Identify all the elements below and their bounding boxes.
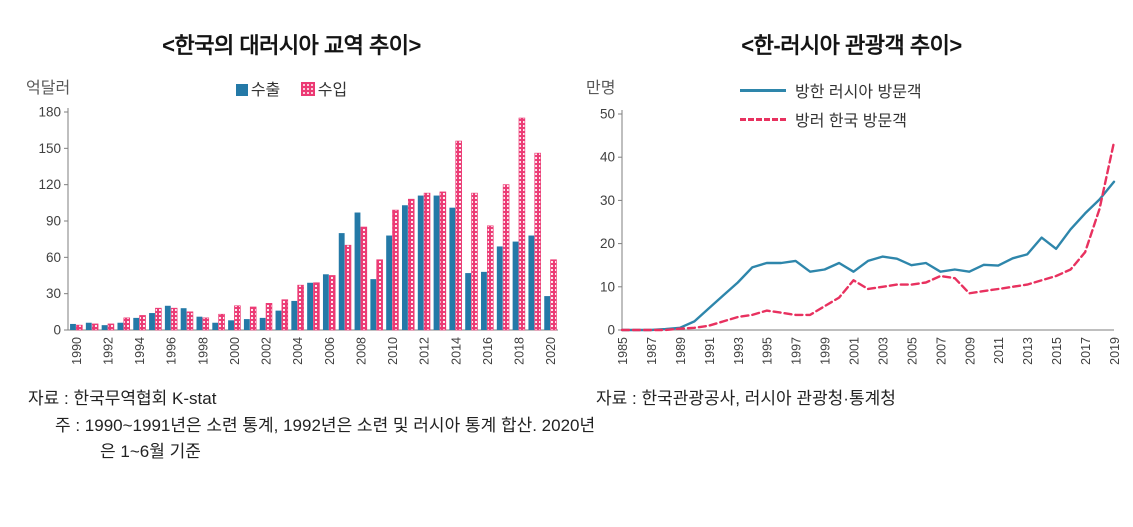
svg-text:2004: 2004 bbox=[291, 337, 305, 365]
svg-text:2010: 2010 bbox=[386, 337, 400, 365]
import-swatch-icon bbox=[300, 82, 315, 96]
svg-text:30: 30 bbox=[600, 193, 615, 208]
inbound-legend-label: 방한 러시아 방문객 bbox=[795, 84, 922, 101]
tourist-figure: <한-러시아 관광객 추이> 만명 방한 러시아 방문객 방러 한국 방문객 0… bbox=[578, 0, 1125, 409]
svg-text:1985: 1985 bbox=[616, 337, 630, 365]
svg-text:2016: 2016 bbox=[481, 337, 495, 365]
trade-bar-chart: 0 30 60 90 120 150 180 1990 1992 1994 1996 1998 2000… bbox=[38, 105, 558, 365]
svg-text:2005: 2005 bbox=[905, 337, 919, 365]
svg-text:2009: 2009 bbox=[963, 337, 977, 365]
svg-text:1994: 1994 bbox=[133, 337, 147, 365]
svg-text:40: 40 bbox=[600, 150, 615, 165]
svg-text:1989: 1989 bbox=[674, 337, 688, 365]
tourist-legend: 방한 러시아 방문객 방러 한국 방문객 bbox=[740, 78, 922, 136]
svg-text:2003: 2003 bbox=[876, 337, 890, 365]
trade-note-text: 주 : 1990~1991년은 소련 통계, 1992년은 소련 및 러시아 통… bbox=[55, 416, 596, 461]
svg-text:120: 120 bbox=[38, 177, 61, 192]
tourist-y-unit-label: 만명 bbox=[586, 80, 616, 97]
svg-text:2020: 2020 bbox=[544, 337, 558, 365]
svg-text:50: 50 bbox=[600, 107, 615, 122]
svg-text:1998: 1998 bbox=[196, 337, 210, 365]
svg-text:2008: 2008 bbox=[354, 337, 368, 365]
svg-text:180: 180 bbox=[38, 105, 61, 120]
legend-item-export: 수출 bbox=[235, 82, 285, 99]
svg-text:1987: 1987 bbox=[645, 337, 659, 365]
svg-text:90: 90 bbox=[46, 214, 61, 229]
outbound-legend-label: 방러 한국 방문객 bbox=[795, 113, 907, 130]
svg-text:30: 30 bbox=[46, 286, 61, 301]
svg-text:1992: 1992 bbox=[102, 337, 116, 365]
svg-text:10: 10 bbox=[600, 279, 615, 294]
svg-text:1995: 1995 bbox=[761, 337, 775, 365]
svg-text:150: 150 bbox=[38, 141, 61, 156]
tourist-chart-title: <한-러시아 관광객 추이> bbox=[741, 33, 962, 58]
trade-source-text: 자료 : 한국무역협회 K-stat bbox=[28, 389, 217, 408]
svg-text:2006: 2006 bbox=[323, 337, 337, 365]
tourist-chart-area: 만명 방한 러시아 방문객 방러 한국 방문객 0 10 20 30 40 50 1985 1… bbox=[578, 72, 1125, 378]
trade-chart-area: 억달러 수출 수입 0 30 60 90 120 150 180 1990 1992 1994 19… bbox=[18, 72, 565, 378]
svg-text:1990: 1990 bbox=[70, 337, 84, 365]
trade-legend: 수출 수입 bbox=[18, 76, 565, 100]
svg-text:1991: 1991 bbox=[703, 337, 717, 365]
svg-text:2002: 2002 bbox=[260, 337, 274, 365]
trade-chart-title: <한국의 대러시아 교역 추이> bbox=[162, 33, 421, 58]
svg-text:2014: 2014 bbox=[449, 337, 463, 365]
svg-text:2012: 2012 bbox=[418, 337, 432, 365]
svg-text:1993: 1993 bbox=[732, 337, 746, 365]
svg-text:0: 0 bbox=[607, 323, 615, 338]
tourist-source-text: 자료 : 한국관광공사, 러시아 관광청·통계청 bbox=[596, 389, 896, 408]
svg-text:2011: 2011 bbox=[992, 337, 1006, 364]
svg-text:0: 0 bbox=[53, 323, 61, 338]
dashed-line-swatch-icon bbox=[740, 117, 786, 121]
svg-text:2015: 2015 bbox=[1050, 337, 1064, 365]
svg-text:1996: 1996 bbox=[165, 337, 179, 365]
svg-text:2013: 2013 bbox=[1021, 337, 1035, 365]
svg-text:60: 60 bbox=[46, 250, 61, 265]
svg-text:2017: 2017 bbox=[1079, 337, 1093, 365]
svg-text:1997: 1997 bbox=[790, 337, 804, 365]
svg-text:2000: 2000 bbox=[228, 337, 242, 365]
svg-text:2001: 2001 bbox=[848, 337, 862, 365]
svg-text:2007: 2007 bbox=[934, 337, 948, 365]
legend-item-import: 수입 bbox=[300, 82, 348, 99]
svg-text:2018: 2018 bbox=[512, 337, 526, 365]
export-swatch-icon bbox=[235, 84, 248, 96]
trade-y-unit-label: 억달러 bbox=[26, 80, 71, 97]
legend-item-outbound: 방러 한국 방문객 bbox=[740, 107, 922, 131]
svg-text:2019: 2019 bbox=[1108, 337, 1122, 365]
svg-text:1999: 1999 bbox=[819, 337, 833, 365]
tourist-line-chart: 0 10 20 30 40 50 1985 1987 1989 1991 1993 1995 1997 1… bbox=[600, 107, 1122, 365]
svg-text:20: 20 bbox=[600, 236, 615, 251]
legend-item-inbound: 방한 러시아 방문객 bbox=[740, 78, 922, 102]
trade-figure: <한국의 대러시아 교역 추이> 억달러 수출 수입 0 30 60 90 120 150… bbox=[18, 0, 595, 464]
solid-line-swatch-icon bbox=[740, 88, 786, 92]
import-legend-label: 수입 bbox=[317, 82, 348, 99]
export-legend-label: 수출 bbox=[250, 82, 281, 99]
